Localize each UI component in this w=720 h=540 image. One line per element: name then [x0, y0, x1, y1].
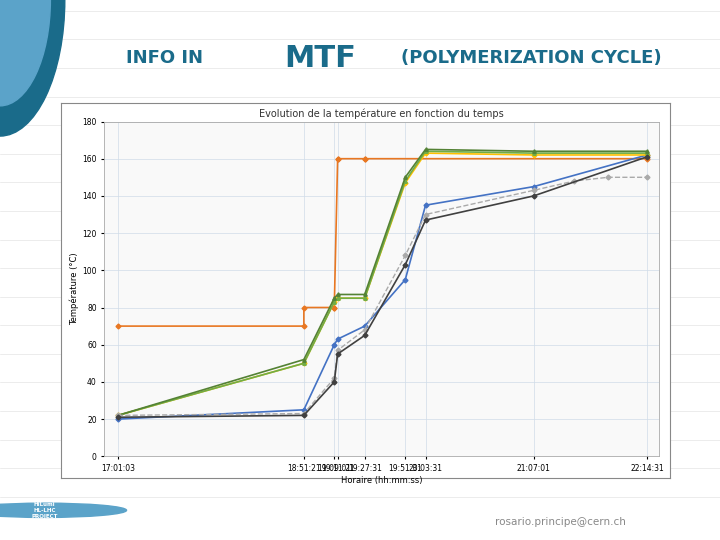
Text: rosario.principe@cern.ch: rosario.principe@cern.ch	[495, 517, 626, 527]
Wedge shape	[0, 0, 50, 106]
Text: (POLYMERIZATION CYCLE): (POLYMERIZATION CYCLE)	[401, 49, 662, 68]
Wedge shape	[0, 0, 65, 136]
Text: HiLumi
HL-LHC
PROJECT: HiLumi HL-LHC PROJECT	[31, 502, 58, 518]
Y-axis label: Température (°C): Température (°C)	[70, 253, 79, 325]
Text: INFO IN: INFO IN	[125, 49, 202, 68]
X-axis label: Horaire (hh:mm:ss): Horaire (hh:mm:ss)	[341, 476, 423, 485]
Title: Evolution de la température en fonction du temps: Evolution de la température en fonction …	[259, 109, 504, 119]
Circle shape	[0, 503, 127, 517]
Text: MTF: MTF	[284, 44, 356, 73]
